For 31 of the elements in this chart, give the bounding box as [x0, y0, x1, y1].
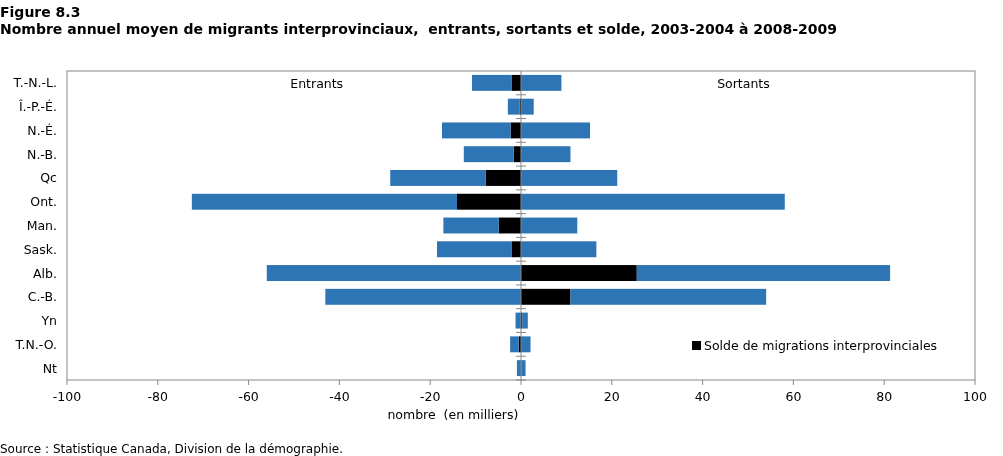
x-tick-label: 20 — [603, 389, 620, 404]
x-tick-label: 80 — [876, 389, 893, 404]
chart-title: Figure 8.3 — [0, 4, 81, 20]
x-tick-label: -100 — [52, 389, 82, 404]
annotation: Sortants — [717, 76, 770, 91]
y-tick-label: N.-B. — [27, 146, 57, 162]
y-tick-label: Sask. — [23, 241, 57, 257]
annotation: Entrants — [290, 76, 344, 91]
x-tick-label: 40 — [694, 389, 711, 404]
chart-subtitle: Nombre annuel moyen de migrants interprovinciaux, entrants, sortants et solde, 2003-2004 à 2008-2009 — [0, 21, 838, 37]
x-axis-title: nombre (en milliers) — [387, 407, 519, 422]
x-tick-label: -20 — [419, 389, 441, 404]
y-tick-label: Ont. — [30, 194, 57, 210]
y-tick-label: Man. — [26, 218, 57, 233]
y-tick-label: Alb. — [33, 265, 57, 281]
y-tick-label: N.-É. — [27, 122, 57, 138]
y-tick-label: Î.-P.-É. — [17, 99, 57, 115]
y-tick-label: Qc — [40, 170, 58, 186]
x-tick-label: 60 — [785, 389, 802, 404]
x-tick-label: -40 — [329, 389, 350, 404]
y-tick-label: T.-N.-L. — [12, 75, 57, 91]
source-note: Source : Statistique Canada, Division de la démographie. — [0, 442, 343, 456]
y-tick-label: Nt — [42, 360, 58, 376]
y-tick-label: C.-B. — [27, 289, 57, 305]
x-tick-label: -80 — [147, 389, 169, 404]
x-tick-label: -60 — [238, 389, 259, 404]
x-tick-label: 0 — [517, 389, 526, 404]
legend-label: Solde de migrations interprovinciales — [704, 338, 938, 353]
y-tick-label: Yn — [40, 313, 57, 329]
x-tick-label: 100 — [963, 389, 987, 404]
y-tick-label: T.N.-O. — [14, 336, 57, 352]
